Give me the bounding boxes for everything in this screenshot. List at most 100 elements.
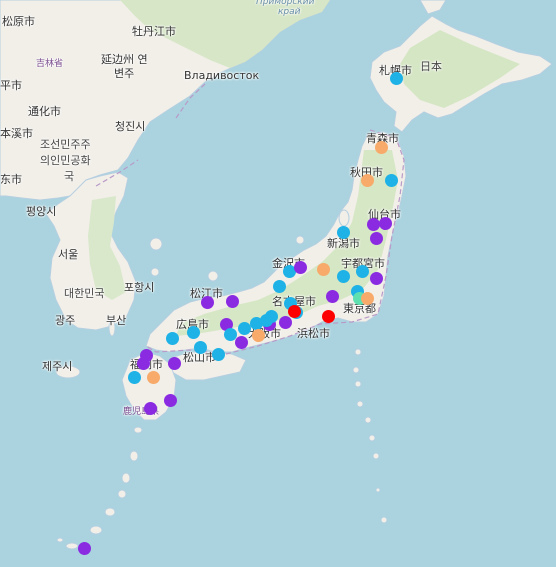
map-marker[interactable] — [325, 289, 339, 303]
place-label: 札幌市 — [379, 64, 412, 77]
map-marker[interactable] — [369, 271, 383, 285]
place-label: 広島市 — [176, 318, 209, 331]
place-label: 松山市 — [183, 351, 216, 364]
map-marker[interactable] — [219, 317, 233, 331]
ryukyu-island — [133, 426, 143, 434]
map-marker[interactable] — [249, 316, 263, 330]
map-marker[interactable] — [287, 304, 301, 318]
map-marker[interactable] — [211, 347, 225, 361]
place-label: 광주 — [55, 314, 76, 327]
map-marker[interactable] — [234, 335, 248, 349]
place-label: 포항시 — [124, 281, 155, 294]
place-label: Приморский — [256, 0, 315, 7]
island — [372, 452, 380, 460]
map-marker[interactable] — [316, 262, 330, 276]
island — [380, 516, 388, 524]
place-label: 松江市 — [190, 287, 223, 300]
place-label: 제주시 — [42, 360, 73, 373]
map-marker[interactable] — [127, 370, 141, 384]
map-marker[interactable] — [251, 328, 265, 342]
map-marker[interactable] — [223, 327, 237, 341]
map-marker[interactable] — [369, 231, 383, 245]
island — [356, 400, 364, 408]
map-marker[interactable] — [193, 340, 207, 354]
map-marker[interactable] — [278, 315, 292, 329]
map-marker[interactable] — [389, 71, 403, 85]
place-label: 東京都 — [343, 302, 376, 315]
map-marker[interactable] — [200, 295, 214, 309]
place-label: 东市 — [0, 173, 22, 186]
mainland-forest — [120, 0, 330, 68]
map-marker[interactable] — [384, 173, 398, 187]
map-marker[interactable] — [336, 269, 350, 283]
honshu-forest — [176, 150, 398, 336]
map-marker[interactable] — [167, 356, 181, 370]
map-marker[interactable] — [355, 264, 369, 278]
sado-island — [338, 209, 350, 227]
map-marker[interactable] — [259, 313, 273, 327]
place-label: 浜松市 — [297, 327, 330, 340]
place-label: 吉林省 — [36, 59, 64, 69]
map-marker[interactable] — [237, 321, 251, 335]
ryukyu-island — [65, 542, 79, 550]
map-marker[interactable] — [360, 173, 374, 187]
ryukyu-island — [56, 537, 64, 543]
place-label: 通化市 — [28, 105, 61, 118]
oki-island — [207, 270, 219, 282]
place-label: 서울 — [58, 248, 79, 261]
island — [354, 348, 362, 356]
island — [295, 235, 305, 245]
map-marker[interactable] — [321, 309, 335, 323]
map-marker[interactable] — [293, 260, 307, 274]
map-marker[interactable] — [136, 356, 150, 370]
ryukyu-island — [89, 525, 103, 535]
map-marker[interactable] — [374, 140, 388, 154]
map-marker[interactable] — [186, 325, 200, 339]
island — [352, 366, 360, 374]
map-marker[interactable] — [282, 264, 296, 278]
map-marker[interactable] — [146, 370, 160, 384]
map-marker[interactable] — [360, 291, 374, 305]
place-label: 仙台市 — [368, 208, 401, 221]
place-label: 秋田市 — [350, 166, 383, 179]
prefecture-boundary — [145, 129, 405, 355]
place-label: 延边州 연 — [101, 53, 148, 66]
map-marker[interactable] — [272, 279, 286, 293]
map-marker[interactable] — [143, 401, 157, 415]
place-label: 宇都宮市 — [341, 257, 385, 270]
island — [368, 434, 376, 442]
place-label: 청진시 — [115, 120, 146, 133]
ryukyu-island — [117, 489, 127, 499]
place-label: 조선민주주 — [40, 138, 91, 151]
place-label: 평양시 — [26, 205, 57, 218]
island — [364, 416, 372, 424]
map-marker[interactable] — [336, 225, 350, 239]
sakhalin — [419, 0, 447, 15]
place-label: 의인민공화 — [40, 154, 91, 167]
map-marker[interactable] — [366, 217, 380, 231]
map-marker[interactable] — [77, 541, 91, 555]
place-label: 변주 — [114, 67, 135, 80]
hokkaido-forest — [400, 30, 520, 108]
place-label: 新潟市 — [327, 237, 360, 250]
ryukyu-island — [104, 507, 116, 517]
kyushu — [121, 351, 177, 421]
country-boundary — [175, 83, 206, 119]
place-label: 鹿児島県 — [123, 407, 160, 417]
map-marker[interactable] — [163, 393, 177, 407]
island — [149, 237, 163, 251]
place-label: 日本 — [420, 60, 442, 73]
map-marker[interactable] — [165, 331, 179, 345]
map-marker[interactable] — [225, 294, 239, 308]
place-label: 부산 — [106, 314, 127, 327]
place-label: край — [278, 7, 301, 17]
map-marker[interactable] — [378, 216, 392, 230]
ryukyu-island — [121, 472, 131, 484]
place-label: 松原市 — [2, 15, 35, 28]
place-label: 대한민국 — [64, 287, 105, 300]
ryukyu-island — [129, 450, 139, 462]
island — [375, 487, 381, 493]
place-label: 平市 — [0, 79, 22, 92]
island — [150, 267, 160, 277]
